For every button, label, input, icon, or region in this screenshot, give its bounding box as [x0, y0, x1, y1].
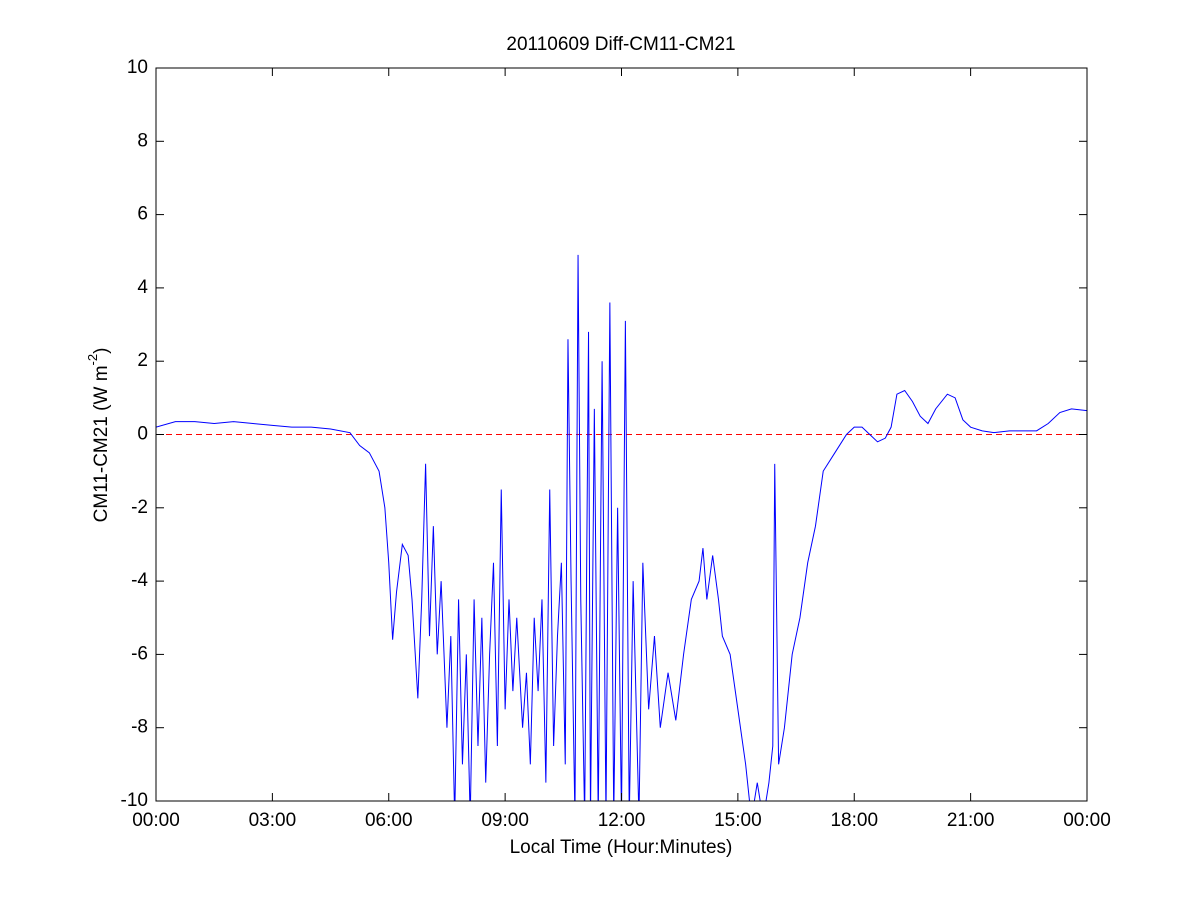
x-tick-label: 12:00: [598, 810, 646, 831]
y-tick-label: -2: [131, 497, 148, 518]
y-axis-label-sup: -2: [85, 354, 100, 366]
y-axis-label-suffix: ): [91, 348, 112, 354]
y-tick-label: 0: [137, 424, 148, 445]
x-tick-label: 21:00: [947, 810, 995, 831]
plot-marks: [156, 254, 1087, 801]
y-tick-label: -4: [131, 570, 148, 591]
x-tick-label: 09:00: [481, 810, 529, 831]
y-axis-label: CM11-CM21 (W m-2): [85, 348, 112, 523]
x-tick-label: 15:00: [714, 810, 762, 831]
y-tick-label: -8: [131, 717, 148, 738]
x-tick-label: 00:00: [132, 810, 180, 831]
y-tick-label: 2: [137, 350, 148, 371]
y-tick-label: 10: [127, 57, 148, 78]
x-tick-label: 03:00: [249, 810, 297, 831]
y-axis-label-text: CM11-CM21 (W m: [91, 365, 112, 522]
x-axis-label: Local Time (Hour:Minutes): [510, 837, 733, 858]
x-tick-label: 18:00: [830, 810, 878, 831]
x-tick-label: 06:00: [365, 810, 413, 831]
data-line: [156, 254, 1087, 801]
x-tick-label: 00:00: [1063, 810, 1111, 831]
y-tick-label: 4: [137, 277, 148, 298]
y-tick-label: -6: [131, 643, 148, 664]
y-tick-label: -10: [121, 790, 148, 811]
chart-title: 20110609 Diff-CM11-CM21: [506, 34, 735, 55]
y-tick-label: 6: [137, 204, 148, 225]
y-tick-label: 8: [137, 130, 148, 151]
